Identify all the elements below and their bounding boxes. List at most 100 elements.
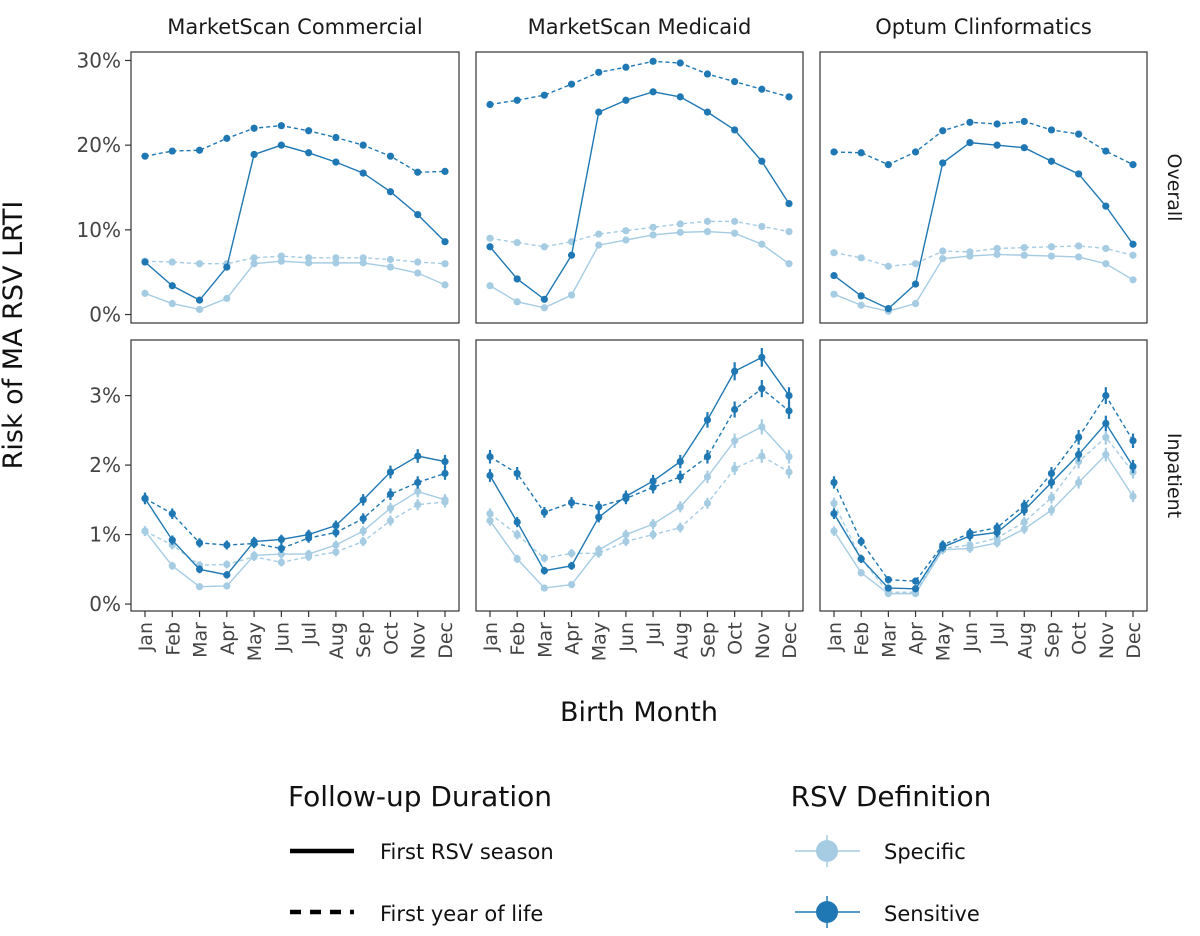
data-point-nov <box>414 501 422 509</box>
data-point-jul <box>305 254 313 262</box>
data-point-nov <box>758 240 766 248</box>
data-point-oct <box>731 126 739 134</box>
data-point-apr <box>567 549 576 557</box>
x-tick-label-nov: Nov <box>408 622 430 659</box>
data-point-sep <box>1047 494 1056 502</box>
data-point-jul <box>305 259 313 267</box>
data-point-feb <box>857 301 865 309</box>
data-point-mar <box>540 567 548 575</box>
x-tick-label-sep: Sep <box>697 622 719 658</box>
data-point-dec <box>441 458 449 466</box>
data-point-aug <box>1020 506 1028 514</box>
series-sensitive-first-year-of-life <box>830 387 1137 585</box>
data-point-may <box>250 260 258 268</box>
data-point-may <box>595 108 603 116</box>
data-point-apr <box>911 148 920 156</box>
data-point-dec <box>785 391 793 400</box>
data-point-jun <box>622 236 630 244</box>
data-point-dec <box>1129 240 1137 248</box>
series-sensitive-first-year-of-life <box>141 122 449 176</box>
series-line <box>833 253 1134 312</box>
series-line <box>489 230 790 309</box>
x-tick-label-jun: Jun <box>960 622 982 653</box>
data-point-nov <box>414 269 422 277</box>
data-point-feb <box>168 258 176 266</box>
data-point-jun <box>966 252 974 260</box>
data-point-mar <box>884 576 892 584</box>
data-point-apr <box>567 251 576 259</box>
data-point-jan <box>830 148 838 156</box>
series-line <box>144 472 446 550</box>
data-point-oct <box>731 229 739 237</box>
y-tick-label-overall: 20% <box>77 133 121 157</box>
data-point-dec <box>785 453 793 461</box>
data-point-nov <box>414 478 422 487</box>
data-point-nov <box>758 353 766 361</box>
data-point-may <box>939 247 947 255</box>
data-point-oct <box>1075 451 1083 459</box>
x-tick-label-may: May <box>589 622 611 661</box>
data-point-feb <box>168 562 176 570</box>
series-specific-first-year-of-life <box>486 217 793 251</box>
panel-marketscan-medicaid-overall <box>475 51 804 324</box>
data-point-aug <box>332 259 340 267</box>
data-point-oct <box>731 217 739 225</box>
data-point-jan <box>486 243 494 251</box>
data-point-oct <box>1075 433 1083 441</box>
data-point-oct <box>386 188 395 196</box>
data-point-jun <box>277 252 285 260</box>
data-point-sep <box>703 70 712 78</box>
data-point-aug <box>676 93 684 101</box>
data-point-nov <box>758 385 766 393</box>
x-tick-label-nov: Nov <box>752 622 774 659</box>
data-point-sep <box>359 514 367 523</box>
data-point-jan <box>486 453 494 461</box>
series-line <box>489 91 790 301</box>
data-point-apr <box>911 280 920 288</box>
panel-border <box>819 339 1148 612</box>
series-line <box>489 387 790 514</box>
data-point-may <box>595 230 603 238</box>
data-point-jul <box>993 120 1001 128</box>
data-point-dec <box>441 281 449 289</box>
series-sensitive-first-year-of-life <box>830 117 1137 169</box>
data-point-jun <box>966 139 974 147</box>
legend-label-first-year-of-life: First year of life <box>380 902 543 926</box>
data-point-mar <box>884 584 892 592</box>
data-point-oct <box>386 517 395 525</box>
data-point-oct <box>731 78 739 86</box>
data-point-apr <box>567 562 576 570</box>
series-line <box>489 425 790 589</box>
legend-title-rsv-definition: RSV Definition <box>791 780 992 813</box>
data-point-aug <box>676 59 684 67</box>
x-tick-label-dec: Dec <box>1123 622 1145 659</box>
data-point-feb <box>168 282 176 290</box>
data-point-sep <box>703 227 712 236</box>
data-point-jan <box>141 527 149 535</box>
series-line <box>144 260 446 311</box>
data-point-apr <box>223 294 231 303</box>
data-point-aug <box>332 133 340 142</box>
data-point-oct <box>386 504 395 512</box>
data-point-oct <box>386 468 395 476</box>
data-point-jun <box>966 544 974 553</box>
data-point-mar <box>884 305 892 313</box>
x-tick-label-sep: Sep <box>353 622 375 658</box>
panel-border <box>819 51 1148 324</box>
data-point-feb <box>168 510 176 518</box>
series-specific-first-rsv-season <box>486 419 793 592</box>
series-line <box>144 144 446 302</box>
facet-row-label-inpatient: Inpatient <box>1163 433 1185 518</box>
data-point-aug <box>1020 518 1028 526</box>
data-point-nov <box>1102 391 1110 400</box>
data-point-feb <box>857 292 865 300</box>
data-point-jan <box>486 100 494 109</box>
series-line <box>833 422 1134 590</box>
data-point-dec <box>785 199 793 208</box>
series-line <box>489 60 790 106</box>
data-point-oct <box>731 405 739 414</box>
x-tick-label-apr: Apr <box>562 622 584 655</box>
x-tick-label-aug: Aug <box>1014 622 1036 659</box>
data-point-apr <box>223 571 231 579</box>
